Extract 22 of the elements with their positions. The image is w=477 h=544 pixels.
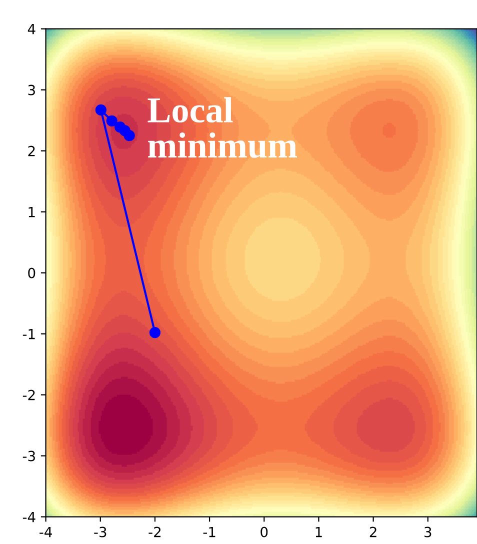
point	[149, 327, 161, 338]
x-tick-label: -3	[94, 526, 106, 538]
y-tick-label: 4	[28, 24, 36, 34]
x-tick-label: 1	[316, 526, 322, 538]
point	[95, 104, 106, 116]
y-tick-label: 2	[28, 146, 35, 156]
y-tick-label: -2	[22, 390, 35, 400]
x-tick-label: 3	[424, 526, 432, 538]
annotation: Local minimum	[148, 97, 297, 158]
y-tick-label: -1	[22, 328, 35, 340]
point	[124, 130, 135, 142]
x-tick-label: -1	[203, 526, 216, 538]
y-tick-label: 3	[28, 84, 35, 96]
y-tick-label: -3	[22, 450, 35, 462]
x-tick-label: -4	[40, 526, 52, 538]
point	[106, 115, 118, 126]
x-tick-label: 0	[260, 526, 268, 538]
x-tick-label: 2	[370, 526, 376, 538]
y-tick-label: 0	[28, 268, 36, 278]
y-tick-label: -4	[22, 512, 36, 522]
x-tick-label: -2	[148, 526, 160, 538]
y-tick-label: 1	[28, 206, 35, 218]
